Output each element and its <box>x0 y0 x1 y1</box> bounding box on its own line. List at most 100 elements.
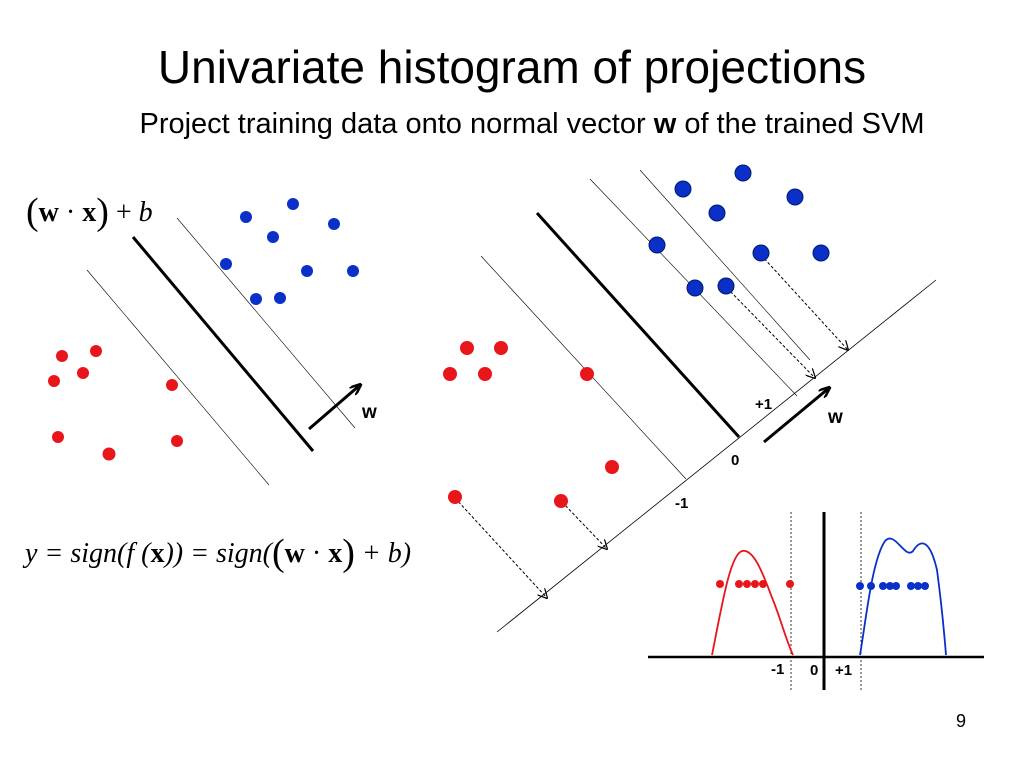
red-class-density-curve <box>711 550 794 656</box>
right-blue-point <box>648 236 666 254</box>
histogram-tick-zero: 0 <box>810 662 818 679</box>
left-blue-point <box>267 231 279 243</box>
right-blue-point <box>717 277 735 295</box>
eq1-x: x <box>82 197 97 228</box>
right-margin-line-plus-outer <box>639 169 811 361</box>
right-red-point <box>443 367 457 381</box>
histogram-red-point <box>743 580 751 588</box>
slide-title: Univariate histogram of projections <box>157 41 867 93</box>
right-red-point <box>460 341 474 355</box>
right-red-point <box>494 341 508 355</box>
left-red-point <box>102 447 116 461</box>
left-blue-point <box>274 292 286 304</box>
eq2-x2: x <box>328 538 343 569</box>
eq2-mid: )) = sign( <box>164 538 272 569</box>
projection-arrow <box>760 254 848 350</box>
histogram-blue-points <box>856 582 929 590</box>
left-red-point <box>77 367 89 379</box>
right-red-point <box>448 490 462 504</box>
eq1-close-paren: ) <box>96 191 109 233</box>
projection-arrow <box>454 497 547 598</box>
right-blue-point <box>734 164 752 182</box>
sign-classifier-equation: y = sign(f (x)) = sign((w · x) + b) <box>25 531 411 575</box>
eq2-tail: + b) <box>361 538 412 569</box>
projection-arrows <box>454 254 848 598</box>
right-red-point <box>580 367 594 381</box>
subtitle-prefix: Project training data onto normal vector <box>139 108 654 140</box>
projection-histogram: -1 0 +1 <box>648 512 984 690</box>
eq2-w: w <box>284 538 305 569</box>
histogram-blue-point <box>886 582 894 590</box>
histogram-red-point <box>759 580 767 588</box>
right-svm-diagram: w +1 0 -1 <box>443 164 937 633</box>
right-red-point <box>605 460 619 474</box>
right-w-label: w <box>827 407 843 428</box>
eq1-dot: · <box>65 197 76 228</box>
right-decision-boundary <box>535 211 741 439</box>
right-red-points <box>443 341 619 508</box>
histogram-red-point <box>735 580 743 588</box>
histogram-blue-point <box>921 582 929 590</box>
left-blue-point <box>287 198 299 210</box>
left-margin-line-plus <box>176 217 356 429</box>
histogram-blue-point <box>867 582 875 590</box>
left-blue-point <box>240 211 252 223</box>
right-blue-point <box>686 279 704 297</box>
histogram-red-points <box>716 580 794 588</box>
right-blue-point <box>752 244 770 262</box>
right-blue-point <box>812 244 830 262</box>
left-red-point <box>166 379 178 391</box>
left-decision-boundary <box>131 236 315 452</box>
histogram-red-point <box>786 580 794 588</box>
left-blue-point <box>250 293 262 305</box>
page-number: 9 <box>955 711 966 731</box>
right-w-arrow <box>763 388 829 444</box>
left-red-point <box>56 350 68 362</box>
right-margin-line-minus <box>480 255 687 480</box>
left-red-point <box>90 345 102 357</box>
left-w-label: w <box>361 402 377 423</box>
right-red-point <box>554 494 568 508</box>
left-blue-points <box>220 198 359 305</box>
eq1-b: b <box>138 197 153 228</box>
subtitle-suffix: of the trained SVM <box>676 108 925 140</box>
histogram-blue-point <box>856 582 864 590</box>
eq2-dot: · <box>311 538 322 569</box>
slide-subtitle: Project training data onto normal vector… <box>0 108 1024 141</box>
histogram-red-point <box>751 580 759 588</box>
histogram-blue-point <box>907 582 915 590</box>
left-blue-point <box>220 258 232 270</box>
eq2-open-paren: ( <box>271 532 285 574</box>
right-red-point <box>478 367 492 381</box>
right-blue-points <box>648 164 830 297</box>
left-red-point <box>52 431 64 443</box>
eq2-lhs: y = sign(f ( <box>25 538 151 569</box>
left-red-points <box>48 345 183 461</box>
subtitle-bold-w: w <box>653 108 677 140</box>
decision-function-equation: (w · x) + b <box>26 190 153 234</box>
histogram-blue-point <box>892 582 900 590</box>
right-blue-point <box>674 180 692 198</box>
right-blue-point <box>786 188 804 206</box>
left-red-point <box>48 375 60 387</box>
left-margin-line-minus <box>86 269 270 486</box>
axis-label-zero: 0 <box>731 452 739 469</box>
histogram-red-point <box>716 580 724 588</box>
axis-label-minus-one: -1 <box>675 495 688 512</box>
histogram-blue-point <box>879 582 887 590</box>
left-blue-point <box>301 265 313 277</box>
histogram-tick-plus-one: +1 <box>835 662 852 679</box>
left-red-point <box>171 435 183 447</box>
projection-axis <box>496 279 937 633</box>
histogram-tick-minus-one: -1 <box>771 661 784 678</box>
left-blue-point <box>328 218 340 230</box>
eq1-open-paren: ( <box>26 191 39 233</box>
eq1-plus: + <box>115 197 132 228</box>
projection-arrow <box>561 501 607 549</box>
projection-arrow <box>726 287 815 378</box>
left-svm-diagram: w <box>48 198 377 486</box>
axis-label-plus-one: +1 <box>755 396 772 413</box>
eq2-x1: x <box>150 538 165 569</box>
eq2-close-paren: ) <box>342 532 355 574</box>
